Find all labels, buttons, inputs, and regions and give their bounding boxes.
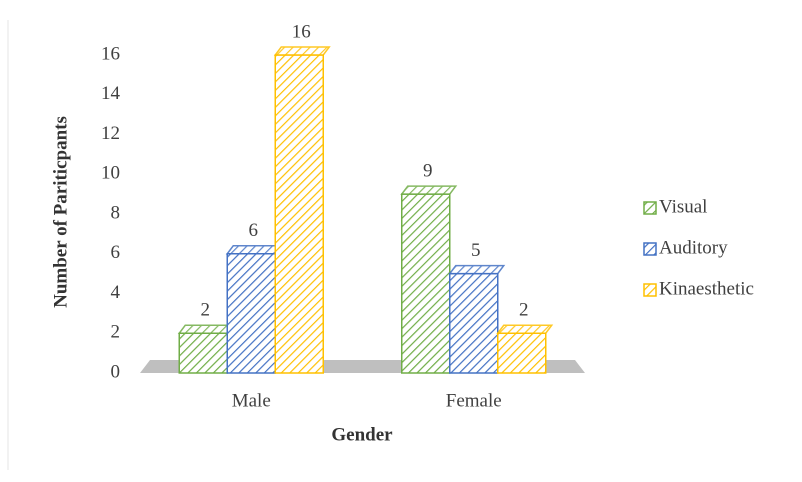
legend-swatch [643, 201, 657, 215]
bar-top [400, 185, 458, 195]
data-label: 5 [471, 240, 481, 261]
y-tick-label: 12 [101, 123, 120, 144]
data-label: 9 [423, 160, 433, 181]
y-tick-label: 2 [111, 322, 121, 343]
y-tick-label: 0 [111, 361, 121, 382]
bar [226, 253, 276, 374]
x-tick-label: Female [446, 390, 502, 411]
y-tick-label: 10 [101, 163, 120, 184]
bar [401, 193, 451, 374]
data-label: 6 [249, 220, 259, 241]
legend-swatch [643, 242, 657, 256]
data-label: 16 [292, 21, 311, 42]
bar [178, 332, 228, 374]
bar [497, 332, 547, 374]
y-tick-label: 16 [101, 43, 120, 64]
y-tick-label: 14 [101, 83, 121, 104]
bar-top [177, 324, 235, 334]
data-label: 2 [519, 300, 529, 321]
bar [274, 54, 324, 374]
y-axis-title: Number of Pariticpants [50, 116, 71, 308]
data-label: 2 [201, 300, 211, 321]
bar-top [448, 264, 506, 275]
legend-label: Auditory [659, 237, 728, 258]
y-tick-label: 8 [111, 202, 121, 223]
bar-top [273, 46, 331, 56]
bar [449, 272, 499, 374]
x-axis-title: Gender [331, 424, 393, 445]
legend-label: Kinaesthetic [659, 278, 754, 299]
bar-top [496, 324, 554, 334]
bar-top [225, 245, 283, 255]
legend-swatch [643, 283, 657, 297]
y-tick-label: 4 [111, 282, 121, 303]
y-tick-label: 6 [111, 242, 121, 263]
legend-label: Visual [659, 196, 707, 217]
x-tick-label: Male [232, 390, 271, 411]
